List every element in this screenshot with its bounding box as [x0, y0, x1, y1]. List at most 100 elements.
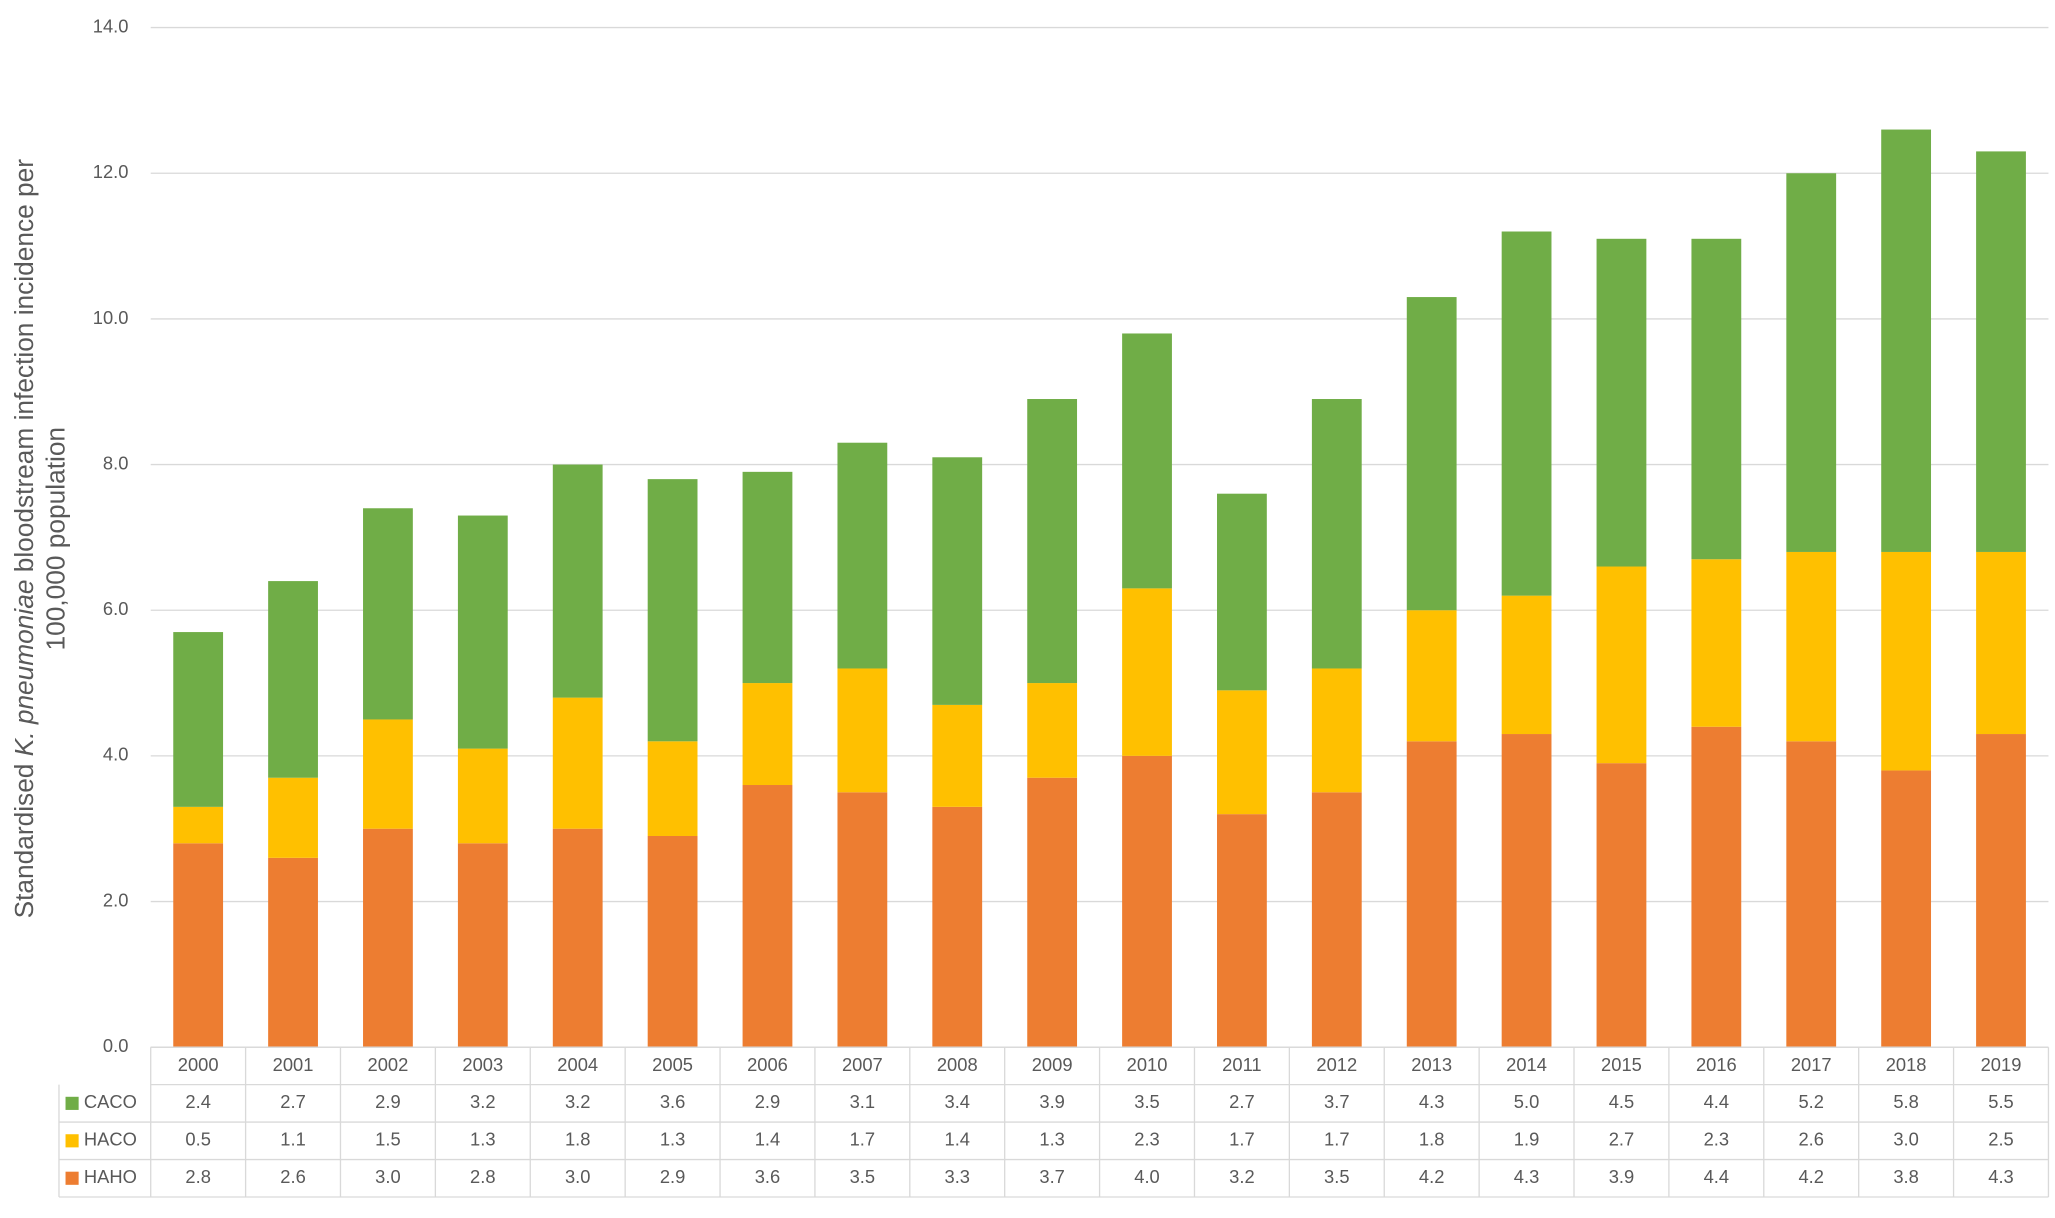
table-value: 3.9 [1609, 1166, 1634, 1187]
table-value: 5.8 [1893, 1091, 1918, 1112]
table-value: 3.5 [1134, 1091, 1159, 1112]
table-value: 1.4 [945, 1129, 970, 1150]
x-tick-label: 2017 [1791, 1054, 1832, 1075]
bar-segment [742, 471, 793, 684]
bar-segment [1691, 238, 1742, 560]
bar-segment [1027, 777, 1078, 1048]
x-tick-label: 2013 [1411, 1054, 1452, 1075]
y-tick-label: 2.0 [103, 889, 128, 910]
x-tick-label: 2003 [462, 1054, 503, 1075]
table-value: 3.4 [945, 1091, 970, 1112]
table-value: 1.8 [1419, 1129, 1444, 1150]
y-tick-label: 14.0 [93, 15, 129, 36]
table-value: 1.7 [1324, 1129, 1349, 1150]
table-value: 2.3 [1134, 1129, 1159, 1150]
bar-segment [1501, 231, 1552, 596]
bar-segment [1976, 151, 2026, 552]
bar-segment [1027, 683, 1078, 778]
legend-label: CACO [84, 1091, 137, 1112]
y-axis-title-part: K. pneumoniae [9, 580, 39, 757]
x-tick-label: 2007 [842, 1054, 883, 1075]
bar-segment [932, 806, 983, 1048]
table-value: 2.9 [375, 1091, 400, 1112]
bar-segment [552, 697, 603, 829]
bar-segment [647, 835, 698, 1048]
y-tick-label: 10.0 [93, 307, 129, 328]
x-tick-label: 2019 [1981, 1054, 2022, 1075]
bar-segment [1596, 763, 1647, 1048]
y-tick-label: 8.0 [103, 452, 128, 473]
bar-segment [1596, 238, 1647, 567]
table-value: 4.3 [1419, 1091, 1444, 1112]
bar-segment [1881, 770, 1932, 1048]
x-tick-label: 2008 [937, 1054, 978, 1075]
bar-segment [1691, 559, 1742, 727]
table-value: 3.8 [1893, 1166, 1918, 1187]
bar-segment [1881, 129, 1932, 552]
table-value: 1.7 [1229, 1129, 1254, 1150]
y-axis-title-line: Standardised K. pneumoniae bloodstream i… [9, 159, 39, 919]
bar-segment [173, 843, 224, 1048]
legend-label: HACO [84, 1129, 137, 1150]
bar-segment [1217, 690, 1267, 815]
table-value: 4.4 [1704, 1091, 1729, 1112]
table-value: 4.2 [1798, 1166, 1823, 1187]
table-value: 3.1 [850, 1091, 875, 1112]
bar-segment [552, 828, 603, 1048]
table-value: 1.8 [565, 1129, 590, 1150]
bar-segment [1881, 551, 1932, 771]
table-value: 3.3 [945, 1166, 970, 1187]
table-value: 0.5 [185, 1129, 210, 1150]
legend-label: HAHO [84, 1166, 137, 1187]
bar-segment [363, 828, 413, 1048]
table-value: 2.8 [470, 1166, 495, 1187]
bar-segment [363, 719, 413, 829]
bar-segment [1501, 734, 1552, 1048]
table-value: 1.4 [755, 1129, 780, 1150]
table-value: 3.6 [755, 1166, 780, 1187]
x-tick-label: 2011 [1222, 1054, 1261, 1075]
bar-segment [1786, 741, 1837, 1048]
table-value: 2.9 [660, 1166, 685, 1187]
table-value: 4.4 [1704, 1166, 1729, 1187]
bar-segment [932, 457, 983, 705]
bar-segment [1501, 595, 1552, 735]
y-axis-title: Standardised K. pneumoniae bloodstream i… [9, 159, 70, 919]
y-tick-label: 12.0 [93, 161, 129, 182]
bar-segment [173, 632, 224, 807]
x-tick-label: 2005 [652, 1054, 693, 1075]
table-value: 1.3 [1039, 1129, 1064, 1150]
table-value: 3.7 [1039, 1166, 1064, 1187]
table-value: 2.5 [1988, 1129, 2013, 1150]
y-axis-title-part: bloodstream infection incidence per [9, 159, 39, 572]
bar-segment [837, 442, 888, 669]
bar-segment [1786, 173, 1837, 552]
y-tick-label: 0.0 [103, 1035, 128, 1056]
table-value: 1.9 [1514, 1129, 1539, 1150]
bar-segment [363, 508, 413, 720]
table-value: 3.6 [660, 1091, 685, 1112]
table-value: 4.3 [1988, 1166, 2013, 1187]
bar-segment [268, 581, 318, 778]
bar-segment [1027, 399, 1078, 684]
x-tick-label: 2012 [1316, 1054, 1357, 1075]
x-tick-label: 2006 [747, 1054, 788, 1075]
bar-segment [1311, 399, 1362, 669]
bar-segment [457, 843, 508, 1048]
table-value: 3.0 [1893, 1129, 1918, 1150]
x-tick-label: 2002 [368, 1054, 409, 1075]
bar-segment [1976, 551, 2026, 735]
table-value: 1.3 [470, 1129, 495, 1150]
bar-segment [1122, 333, 1172, 589]
x-tick-label: 2004 [557, 1054, 598, 1075]
bar-segment [1122, 588, 1172, 756]
bar-segment [1122, 755, 1172, 1048]
table-value: 4.5 [1609, 1091, 1634, 1112]
bar-segment [1976, 734, 2026, 1048]
legend-swatch [65, 1134, 79, 1148]
bar-segment [837, 792, 888, 1048]
x-tick-label: 2016 [1696, 1054, 1737, 1075]
table-value: 2.7 [1609, 1129, 1634, 1150]
bar-segment [1217, 814, 1267, 1048]
